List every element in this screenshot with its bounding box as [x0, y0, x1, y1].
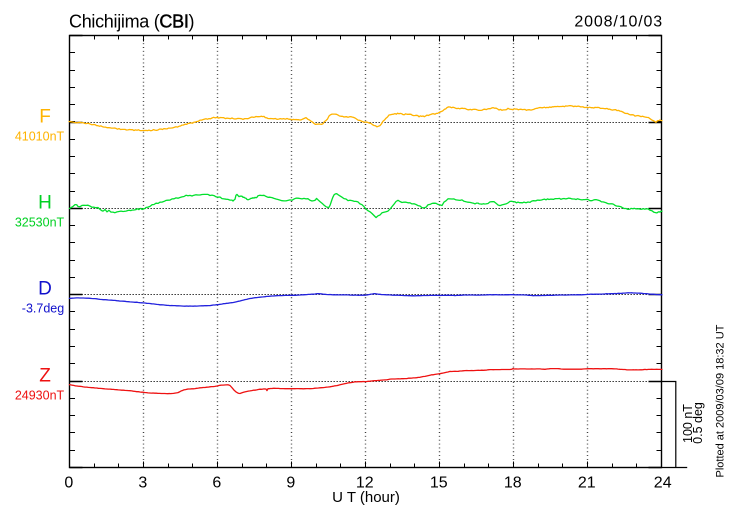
svg-text:12: 12	[356, 475, 374, 492]
svg-text:3: 3	[138, 475, 147, 492]
svg-text:U T (hour): U T (hour)	[332, 489, 400, 506]
svg-text:21: 21	[578, 475, 596, 492]
svg-text:24: 24	[654, 475, 672, 492]
svg-text:24930nT: 24930nT	[15, 388, 65, 402]
svg-text:Chichijima (CBI): Chichijima (CBI)	[69, 12, 194, 32]
svg-text:H: H	[38, 193, 52, 214]
svg-text:41010nT: 41010nT	[15, 129, 65, 143]
svg-text:15: 15	[430, 475, 448, 492]
svg-text:F: F	[39, 107, 51, 128]
svg-text:0: 0	[64, 475, 73, 492]
svg-text:100 nT: 100 nT	[681, 404, 695, 443]
svg-text:32530nT: 32530nT	[15, 215, 65, 229]
svg-text:Z: Z	[39, 366, 51, 387]
svg-text:0.5 deg: 0.5 deg	[691, 402, 705, 444]
svg-text:2008/10/03: 2008/10/03	[574, 14, 663, 31]
svg-text:18: 18	[504, 475, 522, 492]
svg-text:Plotted at 2009/03/09 18:32 UT: Plotted at 2009/03/09 18:32 UT	[715, 324, 727, 477]
svg-text:D: D	[38, 279, 52, 300]
svg-text:9: 9	[286, 475, 295, 492]
svg-text:-3.7deg: -3.7deg	[22, 301, 64, 315]
svg-text:6: 6	[212, 475, 221, 492]
